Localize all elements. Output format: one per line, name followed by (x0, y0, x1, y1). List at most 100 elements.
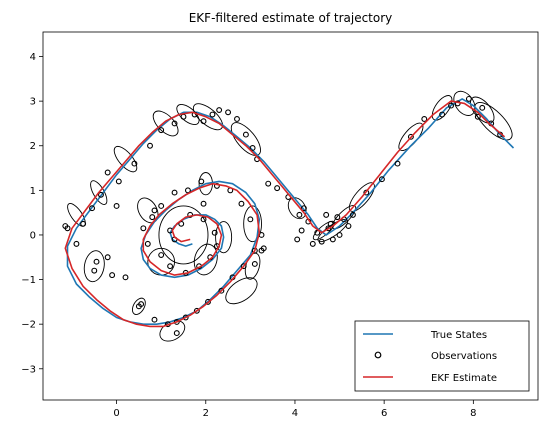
observation-point (448, 102, 454, 109)
observation-point (265, 180, 272, 187)
y-tick-label: 2 (30, 141, 36, 152)
observation-point (140, 225, 147, 232)
observation-point (242, 131, 249, 138)
observation-point (318, 238, 325, 245)
x-tick-label: 0 (113, 408, 119, 419)
observation-point (421, 116, 428, 122)
observation-point (474, 113, 481, 120)
observation-point (205, 298, 211, 305)
observation-point (329, 236, 336, 243)
observation-point (113, 203, 120, 209)
covariance-ellipse-3 (431, 95, 453, 121)
legend: True States Observations EKF Estimate (354, 320, 530, 392)
observation-point (327, 220, 334, 227)
x-tick-label: 2 (203, 408, 209, 419)
observation-point (325, 225, 332, 232)
covariance-ellipse-10 (230, 122, 261, 156)
observation-point (122, 274, 129, 281)
axis-ticks: 0 2 4 6 8 −3 −2 −1 0 1 2 3 4 (21, 52, 476, 419)
series-layer (62, 95, 515, 337)
observation-point (323, 211, 330, 218)
observation-point (216, 107, 223, 114)
observation-point (151, 316, 158, 323)
observation-point (479, 104, 486, 111)
observation-point (73, 240, 80, 247)
observation-point (104, 254, 111, 261)
y-tick-label: 1 (30, 186, 36, 197)
observation-point (309, 240, 316, 247)
observation-point (147, 142, 153, 149)
covariance-ellipse-27 (193, 243, 218, 276)
observation-point (349, 211, 356, 218)
covariance-ellipse-0 (474, 102, 513, 141)
observation-point (465, 95, 472, 102)
observation-point (158, 252, 165, 258)
observation-point (149, 214, 156, 221)
observation-point (218, 287, 225, 294)
observation-point (407, 133, 414, 140)
observation-point (80, 220, 87, 227)
observation-point (115, 178, 122, 185)
legend-ekf-estimate-label: EKF Estimate (431, 373, 497, 384)
observation-point (171, 120, 178, 127)
observation-point (158, 203, 165, 209)
observation-point (378, 176, 385, 183)
y-tick-label: −2 (21, 320, 36, 331)
observation-point (274, 185, 281, 192)
observation-point (209, 111, 216, 118)
observation-point (138, 301, 145, 308)
observation-point (334, 214, 341, 221)
observation-point (200, 118, 207, 125)
observation-point (198, 178, 205, 185)
observation-point (240, 263, 247, 270)
covariance-ellipse-28 (215, 221, 233, 254)
observation-point (249, 145, 256, 151)
observation-point (300, 205, 307, 212)
observation-point (247, 216, 254, 223)
observation-point (213, 182, 220, 189)
series-true-states-line (66, 98, 515, 326)
x-tick-label: 4 (292, 408, 298, 419)
observation-point (158, 127, 165, 134)
observation-point (258, 247, 265, 254)
legend-true-states-label: True States (430, 330, 487, 341)
observation-point (182, 314, 189, 321)
observation-point (251, 261, 258, 267)
observation-point (363, 189, 370, 196)
plot-frame (42, 31, 539, 401)
covariance-ellipse-17 (83, 250, 105, 283)
x-tick-label: 8 (470, 408, 476, 419)
observation-point (89, 205, 96, 212)
covariance-ellipse-21 (244, 252, 261, 280)
covariance-ellipse-20 (225, 277, 258, 305)
legend-box (354, 320, 530, 392)
observation-point (91, 267, 98, 274)
x-tick-label: 6 (381, 408, 387, 419)
observation-point (193, 307, 200, 314)
observation-point (238, 200, 245, 207)
observation-point (93, 258, 100, 265)
observation-point (200, 200, 207, 207)
covariance-ellipse-22 (243, 205, 262, 243)
observation-point (234, 116, 240, 122)
legend-observations-label: Observations (431, 351, 497, 362)
y-tick-label: −1 (21, 275, 36, 286)
covariance-ellipse-18 (131, 297, 146, 315)
covariance-ellipse-19 (159, 320, 186, 342)
observation-point (225, 109, 232, 116)
observation-point (173, 330, 180, 337)
observation-point (151, 207, 158, 214)
observation-point (167, 263, 174, 270)
observation-point (62, 223, 69, 229)
y-tick-label: 4 (30, 52, 36, 63)
covariance-ellipse-15 (90, 180, 108, 205)
observation-point (298, 227, 305, 234)
observation-point (104, 169, 111, 176)
legend-observations-swatch (374, 351, 382, 359)
y-tick-label: 3 (30, 97, 36, 108)
covariance-ellipse-11 (192, 103, 224, 131)
observation-point (171, 189, 178, 196)
observation-point (187, 211, 194, 218)
observation-point (131, 160, 138, 167)
